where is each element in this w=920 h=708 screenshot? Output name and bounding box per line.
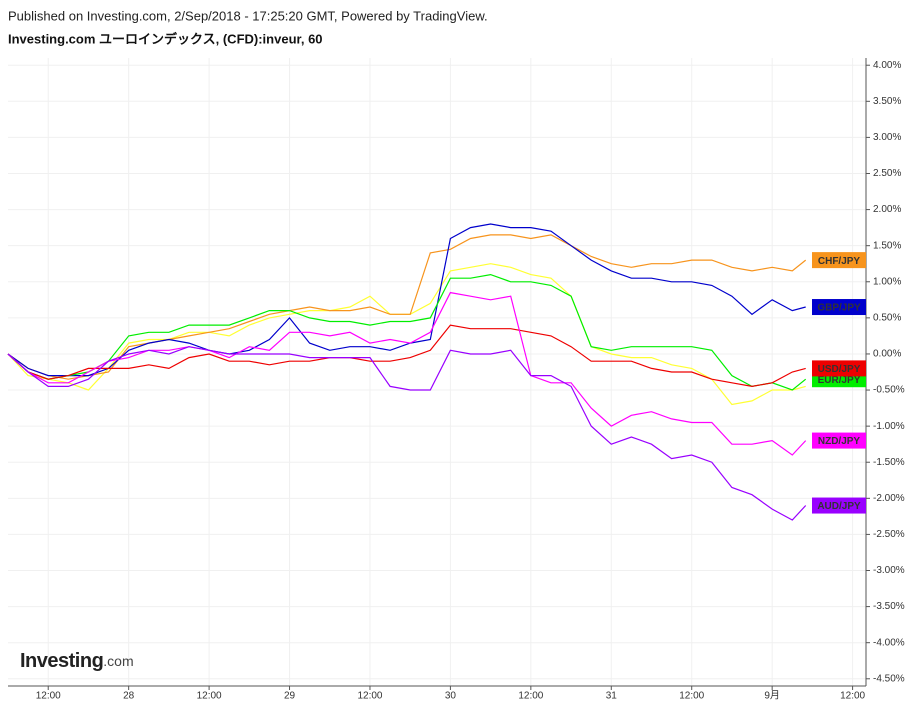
logo-text: Investing bbox=[20, 650, 103, 672]
y-tick-label: -3.50% bbox=[873, 601, 905, 612]
legend-label: AUD/JPY bbox=[817, 501, 861, 512]
y-tick-label: 3.00% bbox=[873, 132, 901, 143]
legend-tag bbox=[812, 360, 866, 377]
series-line bbox=[7, 324, 806, 388]
x-tick-label: 28 bbox=[123, 691, 135, 702]
legend-label: EUR/JPY bbox=[818, 375, 861, 386]
y-tick-label: 0.00% bbox=[873, 349, 901, 360]
x-tick-label: 12:00 bbox=[518, 691, 543, 702]
chart-title: Investing.com ユーロインデックス, (CFD):inveur, 6… bbox=[8, 31, 323, 46]
y-tick-label: -2.50% bbox=[873, 529, 905, 540]
series-line bbox=[7, 234, 807, 380]
y-tick-label: -4.50% bbox=[873, 673, 905, 684]
x-tick-label: 29 bbox=[284, 691, 296, 702]
y-tick-label: -3.00% bbox=[873, 565, 905, 576]
legend-label: CHF/JPY bbox=[818, 256, 861, 267]
x-tick-label: 9月 bbox=[764, 690, 780, 702]
y-tick-label: 2.00% bbox=[873, 204, 901, 215]
x-tick-label: 12:00 bbox=[840, 691, 865, 702]
y-tick-label: -1.50% bbox=[873, 457, 905, 468]
logo: Investing.com bbox=[20, 650, 134, 672]
legend-tag bbox=[812, 299, 866, 316]
x-tick-label: 30 bbox=[445, 691, 457, 702]
logo-suffix: .com bbox=[103, 653, 133, 669]
x-tick-label: 12:00 bbox=[357, 691, 382, 702]
x-tick-label: 12:00 bbox=[36, 691, 61, 702]
legend-tag bbox=[812, 497, 866, 514]
y-tick-label: 1.50% bbox=[873, 240, 901, 251]
y-tick-label: -1.00% bbox=[873, 421, 905, 432]
series-line bbox=[7, 291, 807, 456]
series-line bbox=[7, 346, 807, 521]
x-tick-label: 31 bbox=[606, 691, 618, 702]
y-tick-label: 0.50% bbox=[873, 313, 901, 324]
series-line bbox=[7, 263, 806, 406]
legend-label: NZD/JPY bbox=[818, 436, 861, 447]
y-tick-label: -4.00% bbox=[873, 637, 905, 648]
y-tick-label: 3.50% bbox=[873, 96, 901, 107]
legend-label: GBP/JPY bbox=[817, 303, 861, 314]
legend-tag bbox=[812, 432, 866, 449]
legend-tag bbox=[812, 252, 866, 269]
series-line bbox=[7, 223, 806, 377]
header: Published on Investing.com, 2/Sep/2018 -… bbox=[8, 8, 488, 23]
x-tick-label: 12:00 bbox=[197, 691, 222, 702]
y-tick-label: -2.00% bbox=[873, 493, 905, 504]
x-tick-label: 12:00 bbox=[679, 691, 704, 702]
series-line bbox=[7, 273, 807, 391]
y-tick-label: 1.00% bbox=[873, 276, 901, 287]
y-tick-label: 2.50% bbox=[873, 168, 901, 179]
legend-label: USD/JPY bbox=[818, 364, 861, 375]
y-tick-label: 4.00% bbox=[873, 60, 901, 71]
y-tick-label: -0.50% bbox=[873, 385, 905, 396]
